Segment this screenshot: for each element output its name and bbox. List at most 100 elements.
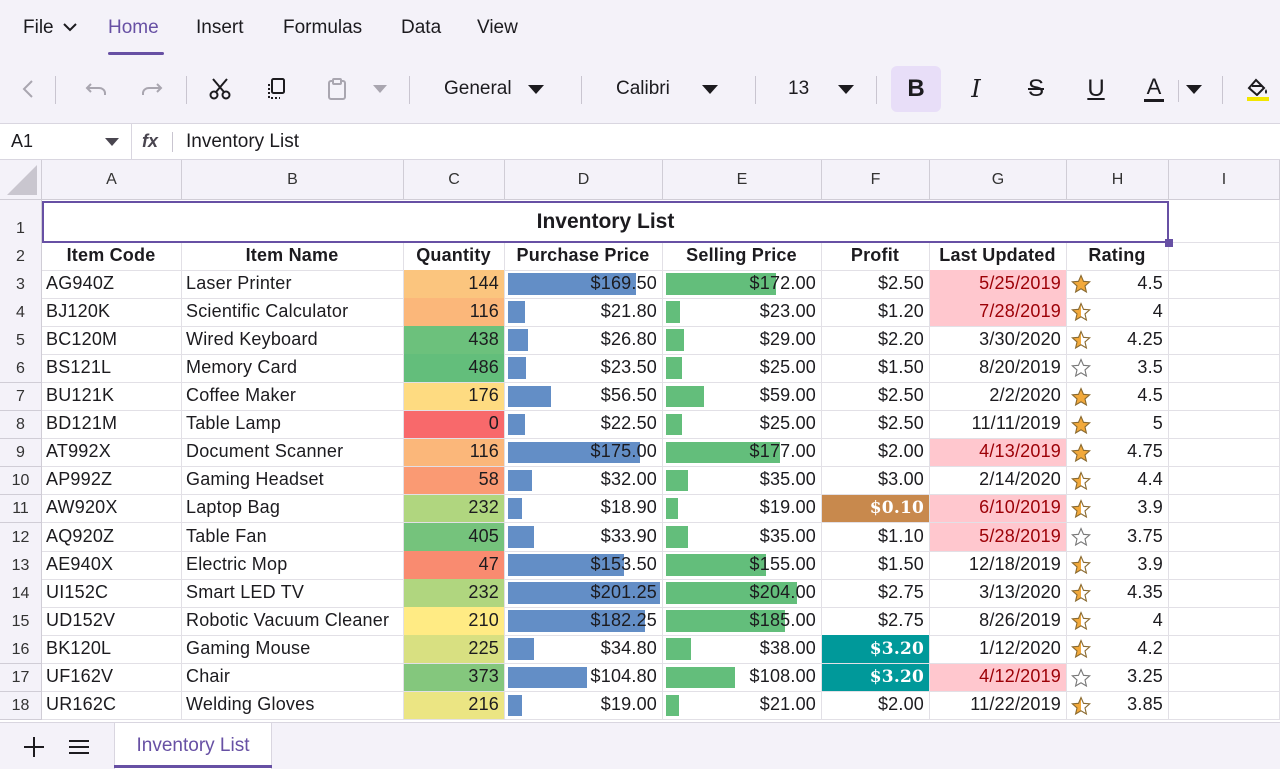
item-code-cell[interactable]: UR162C [42, 691, 182, 721]
quantity-cell[interactable]: 486 [404, 354, 505, 383]
rating-cell[interactable]: 4 [1067, 607, 1169, 636]
undo-button[interactable] [80, 66, 112, 112]
column-title-profit[interactable]: Profit [822, 242, 930, 271]
rating-cell[interactable]: 4.5 [1067, 270, 1169, 299]
rating-cell[interactable]: 3.25 [1067, 663, 1169, 693]
rating-cell[interactable]: 4.2 [1067, 635, 1169, 664]
profit-cell[interactable]: $3.20 [822, 635, 930, 664]
selling-price-cell[interactable]: $25.00 [663, 410, 822, 440]
row-header-9[interactable]: 9 [0, 438, 42, 468]
rating-cell[interactable]: 4.75 [1067, 438, 1169, 468]
quantity-cell[interactable]: 0 [404, 410, 505, 440]
column-title-rating[interactable]: Rating [1067, 242, 1169, 271]
font-name-select[interactable]: Calibri [606, 66, 728, 112]
strikethrough-button[interactable]: S [1014, 66, 1058, 112]
column-title-item-name[interactable]: Item Name [182, 242, 404, 271]
quantity-cell[interactable]: 232 [404, 494, 505, 524]
font-color-button[interactable]: A [1132, 66, 1176, 112]
selling-price-cell[interactable]: $108.00 [663, 663, 822, 693]
column-header-g[interactable]: G [930, 160, 1067, 200]
selling-price-cell[interactable]: $35.00 [663, 466, 822, 496]
column-header-e[interactable]: E [663, 160, 822, 200]
cell-i-13[interactable] [1169, 551, 1280, 580]
row-header-8[interactable]: 8 [0, 410, 42, 440]
cell-i-18[interactable] [1169, 691, 1280, 721]
cell-i-1[interactable] [1169, 200, 1280, 243]
item-name-cell[interactable]: Robotic Vacuum Cleaner [182, 607, 404, 636]
item-name-cell[interactable]: Document Scanner [182, 438, 404, 468]
rating-cell[interactable]: 5 [1067, 410, 1169, 440]
purchase-price-cell[interactable]: $32.00 [505, 466, 663, 496]
row-header-11[interactable]: 11 [0, 494, 42, 524]
sheet-tab-inventory-list[interactable]: Inventory List [114, 723, 272, 769]
rating-cell[interactable]: 4.4 [1067, 466, 1169, 496]
last-updated-cell[interactable]: 3/13/2020 [930, 579, 1067, 608]
selling-price-cell[interactable]: $38.00 [663, 635, 822, 664]
row-header-15[interactable]: 15 [0, 607, 42, 636]
purchase-price-cell[interactable]: $153.50 [505, 551, 663, 580]
selection-fill-handle[interactable] [1165, 239, 1173, 247]
row-header-12[interactable]: 12 [0, 523, 42, 552]
last-updated-cell[interactable]: 1/12/2020 [930, 635, 1067, 664]
item-name-cell[interactable]: Welding Gloves [182, 691, 404, 721]
rating-cell[interactable]: 4.5 [1067, 382, 1169, 412]
rating-cell[interactable]: 4.35 [1067, 579, 1169, 608]
row-header-3[interactable]: 3 [0, 270, 42, 299]
selling-price-cell[interactable]: $59.00 [663, 382, 822, 412]
purchase-price-cell[interactable]: $34.80 [505, 635, 663, 664]
item-code-cell[interactable]: BC120M [42, 326, 182, 355]
copy-button[interactable] [260, 66, 292, 112]
column-header-h[interactable]: H [1067, 160, 1169, 200]
profit-cell[interactable]: $1.50 [822, 354, 930, 383]
column-header-a[interactable]: A [42, 160, 182, 200]
last-updated-cell[interactable]: 4/13/2019 [930, 438, 1067, 468]
profit-cell[interactable]: $2.50 [822, 382, 930, 412]
font-size-select[interactable]: 13 [778, 66, 858, 112]
last-updated-cell[interactable]: 6/10/2019 [930, 494, 1067, 524]
name-box[interactable]: A1 [0, 124, 132, 159]
rating-cell[interactable]: 3.85 [1067, 691, 1169, 721]
column-header-b[interactable]: B [182, 160, 404, 200]
item-name-cell[interactable]: Electric Mop [182, 551, 404, 580]
quantity-cell[interactable]: 58 [404, 466, 505, 496]
item-code-cell[interactable]: BD121M [42, 410, 182, 440]
profit-cell[interactable]: $3.00 [822, 466, 930, 496]
quantity-cell[interactable]: 225 [404, 635, 505, 664]
cell-i-10[interactable] [1169, 466, 1280, 496]
column-header-c[interactable]: C [404, 160, 505, 200]
item-name-cell[interactable]: Memory Card [182, 354, 404, 383]
tab-data[interactable]: Data [401, 17, 442, 38]
column-title-selling-price[interactable]: Selling Price [663, 242, 822, 271]
profit-cell[interactable]: $1.20 [822, 298, 930, 327]
function-icon[interactable]: fx [142, 131, 159, 151]
rating-cell[interactable]: 3.9 [1067, 494, 1169, 524]
cell-i-15[interactable] [1169, 607, 1280, 636]
rating-cell[interactable]: 4.25 [1067, 326, 1169, 355]
column-title-quantity[interactable]: Quantity [404, 242, 505, 271]
last-updated-cell[interactable]: 2/2/2020 [930, 382, 1067, 412]
row-header-17[interactable]: 17 [0, 663, 42, 693]
underline-button[interactable]: U [1074, 66, 1118, 112]
selling-price-cell[interactable]: $204.00 [663, 579, 822, 608]
fill-color-button[interactable] [1238, 66, 1278, 112]
column-title-purchase-price[interactable]: Purchase Price [505, 242, 663, 271]
cell-i-4[interactable] [1169, 298, 1280, 327]
purchase-price-cell[interactable]: $22.50 [505, 410, 663, 440]
column-title-last-updated[interactable]: Last Updated [930, 242, 1067, 271]
cell-i-14[interactable] [1169, 579, 1280, 608]
cell-i-7[interactable] [1169, 382, 1280, 412]
row-header-1[interactable]: 1 [0, 200, 42, 243]
profit-cell[interactable]: $2.20 [822, 326, 930, 355]
rating-cell[interactable]: 3.75 [1067, 523, 1169, 552]
last-updated-cell[interactable]: 11/22/2019 [930, 691, 1067, 721]
font-color-dropdown[interactable] [1182, 66, 1206, 112]
last-updated-cell[interactable]: 7/28/2019 [930, 298, 1067, 327]
profit-cell[interactable]: $1.10 [822, 523, 930, 552]
profit-cell[interactable]: $2.50 [822, 410, 930, 440]
row-header-2[interactable]: 2 [0, 242, 42, 271]
quantity-cell[interactable]: 232 [404, 579, 505, 608]
purchase-price-cell[interactable]: $201.25 [505, 579, 663, 608]
tab-home[interactable]: Home [108, 17, 159, 38]
purchase-price-cell[interactable]: $169.50 [505, 270, 663, 299]
cell-i-16[interactable] [1169, 635, 1280, 664]
